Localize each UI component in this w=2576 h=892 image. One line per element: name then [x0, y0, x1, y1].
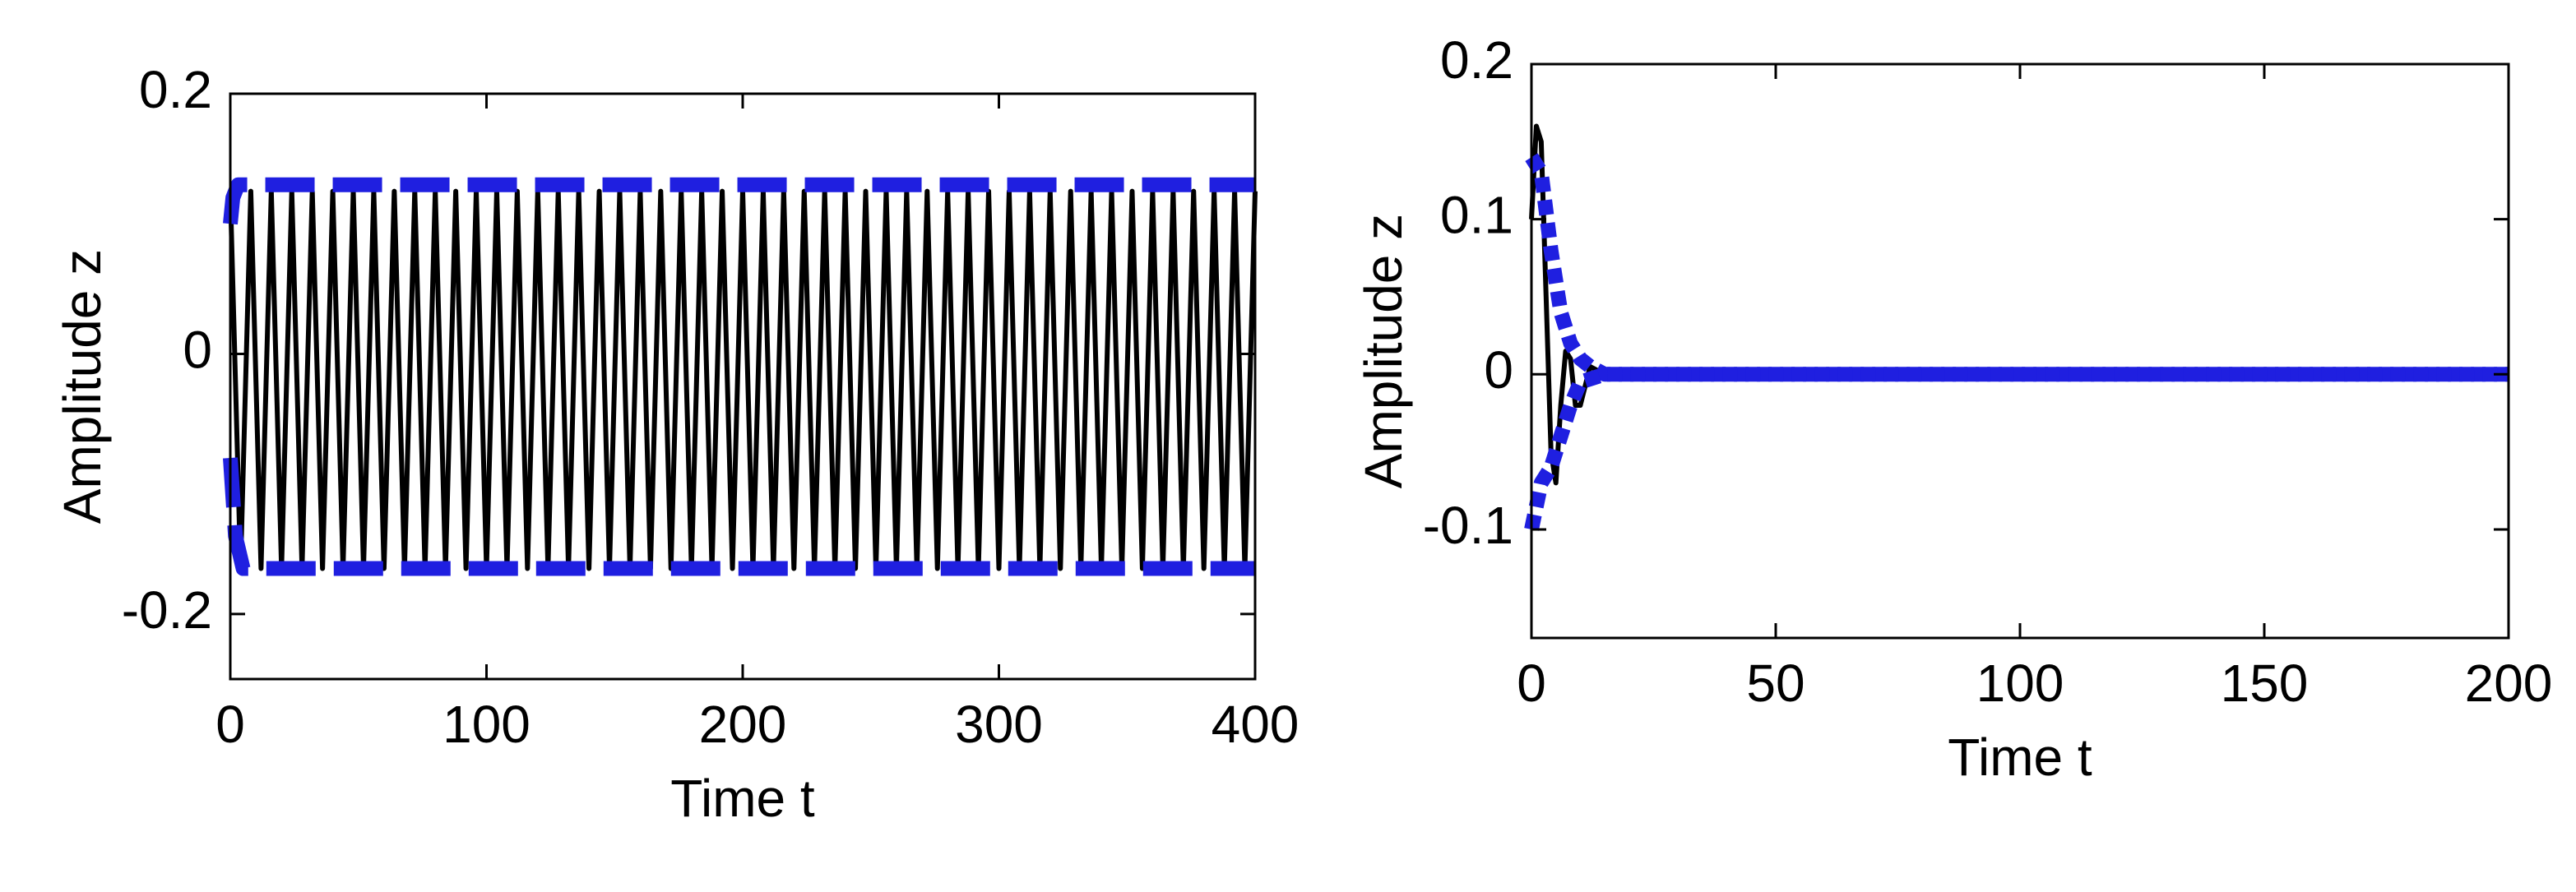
y-tick-label: 0.2 — [139, 60, 212, 119]
x-axis-label: Time t — [670, 769, 815, 828]
x-tick-label: 100 — [1976, 654, 2064, 713]
x-tick-label: 300 — [955, 695, 1043, 754]
x-tick-label: 200 — [699, 695, 787, 754]
x-tick-label: 50 — [1746, 654, 1805, 713]
y-tick-label: 0.1 — [1440, 186, 1513, 245]
x-tick-label: 100 — [442, 695, 530, 754]
x-tick-label: 400 — [1212, 695, 1300, 754]
y-tick-label: 0 — [183, 320, 212, 379]
y-tick-label: -0.2 — [122, 580, 212, 640]
x-tick-label: 0 — [1517, 654, 1546, 713]
series-line — [223, 457, 1255, 576]
axes-frame — [1530, 62, 2510, 640]
series-line — [1525, 153, 2509, 382]
chart: 0 50 100 150 200 -0.1 0 0.1 0.2 Time t Amplitude z — [1354, 30, 2552, 787]
y-axis-label: Amplitude z — [53, 249, 112, 524]
series-line — [223, 177, 1255, 225]
y-tick-label: -0.1 — [1423, 496, 1513, 555]
x-tick-label: 200 — [2465, 654, 2553, 713]
series-line — [228, 188, 1258, 571]
x-tick-label: 0 — [215, 695, 245, 754]
series-line — [1529, 123, 2509, 486]
y-tick-label: 0.2 — [1440, 30, 1513, 90]
x-tick-label: 150 — [2221, 654, 2309, 713]
x-axis-label: Time t — [1948, 728, 2092, 787]
series-line — [1524, 367, 2509, 531]
y-axis-label: Amplitude z — [1354, 214, 1413, 488]
y-tick-label: 0 — [1484, 340, 1513, 400]
